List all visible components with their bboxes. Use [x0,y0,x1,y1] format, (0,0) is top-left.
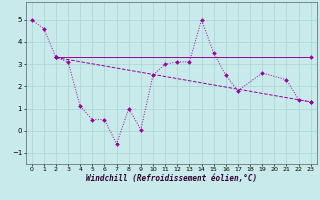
X-axis label: Windchill (Refroidissement éolien,°C): Windchill (Refroidissement éolien,°C) [86,174,257,183]
